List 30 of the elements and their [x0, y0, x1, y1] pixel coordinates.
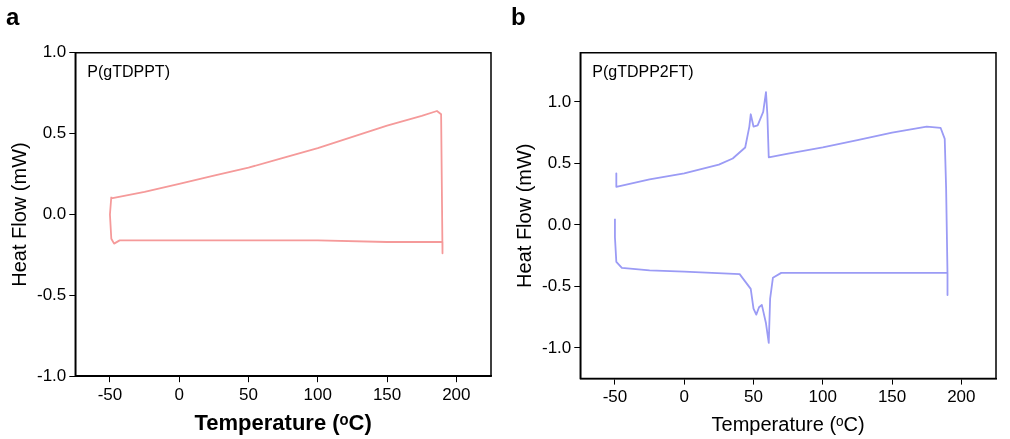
y-tick-label: 0.5 — [547, 153, 572, 173]
x-axis-title: Temperature (ᵒC) — [194, 409, 372, 435]
x-tick-label: -50 — [602, 387, 628, 407]
x-tick-label: 150 — [372, 385, 402, 405]
annotation: P(gTDPPT) — [87, 63, 170, 81]
y-tick-label: -0.5 — [37, 285, 67, 305]
y-tick-label: 0.0 — [547, 214, 572, 234]
x-tick-label: 0 — [174, 385, 184, 405]
x-axis-title: Temperature (ᵒC) — [711, 412, 865, 435]
y-tick-label: 0.5 — [42, 123, 67, 143]
y-axis-title: Heat Flow (mW) — [512, 143, 535, 288]
annotation: P(gTDPP2FT) — [592, 63, 694, 81]
y-tick-label: 1.0 — [547, 91, 572, 111]
y-tick-label: -0.5 — [542, 276, 572, 296]
x-tick-label: 0 — [679, 387, 689, 407]
y-axis-title: Heat Flow (mW) — [7, 142, 30, 287]
x-tick-label: 100 — [303, 385, 332, 405]
x-tick-label: -50 — [97, 385, 123, 405]
x-tick-label: 150 — [877, 387, 907, 407]
x-tick-label: 50 — [744, 387, 763, 407]
chart-title: b — [511, 3, 526, 31]
x-tick-label: 200 — [442, 385, 471, 405]
y-tick-label: -1.0 — [542, 337, 572, 357]
x-tick-label: 200 — [947, 387, 976, 407]
x-tick-label: 100 — [808, 387, 837, 407]
y-tick-label: -1.0 — [37, 365, 67, 385]
y-tick-label: 0.0 — [42, 204, 67, 224]
x-tick-label: 50 — [239, 385, 258, 405]
chart-title: a — [6, 3, 20, 31]
y-tick-label: 1.0 — [42, 42, 67, 62]
